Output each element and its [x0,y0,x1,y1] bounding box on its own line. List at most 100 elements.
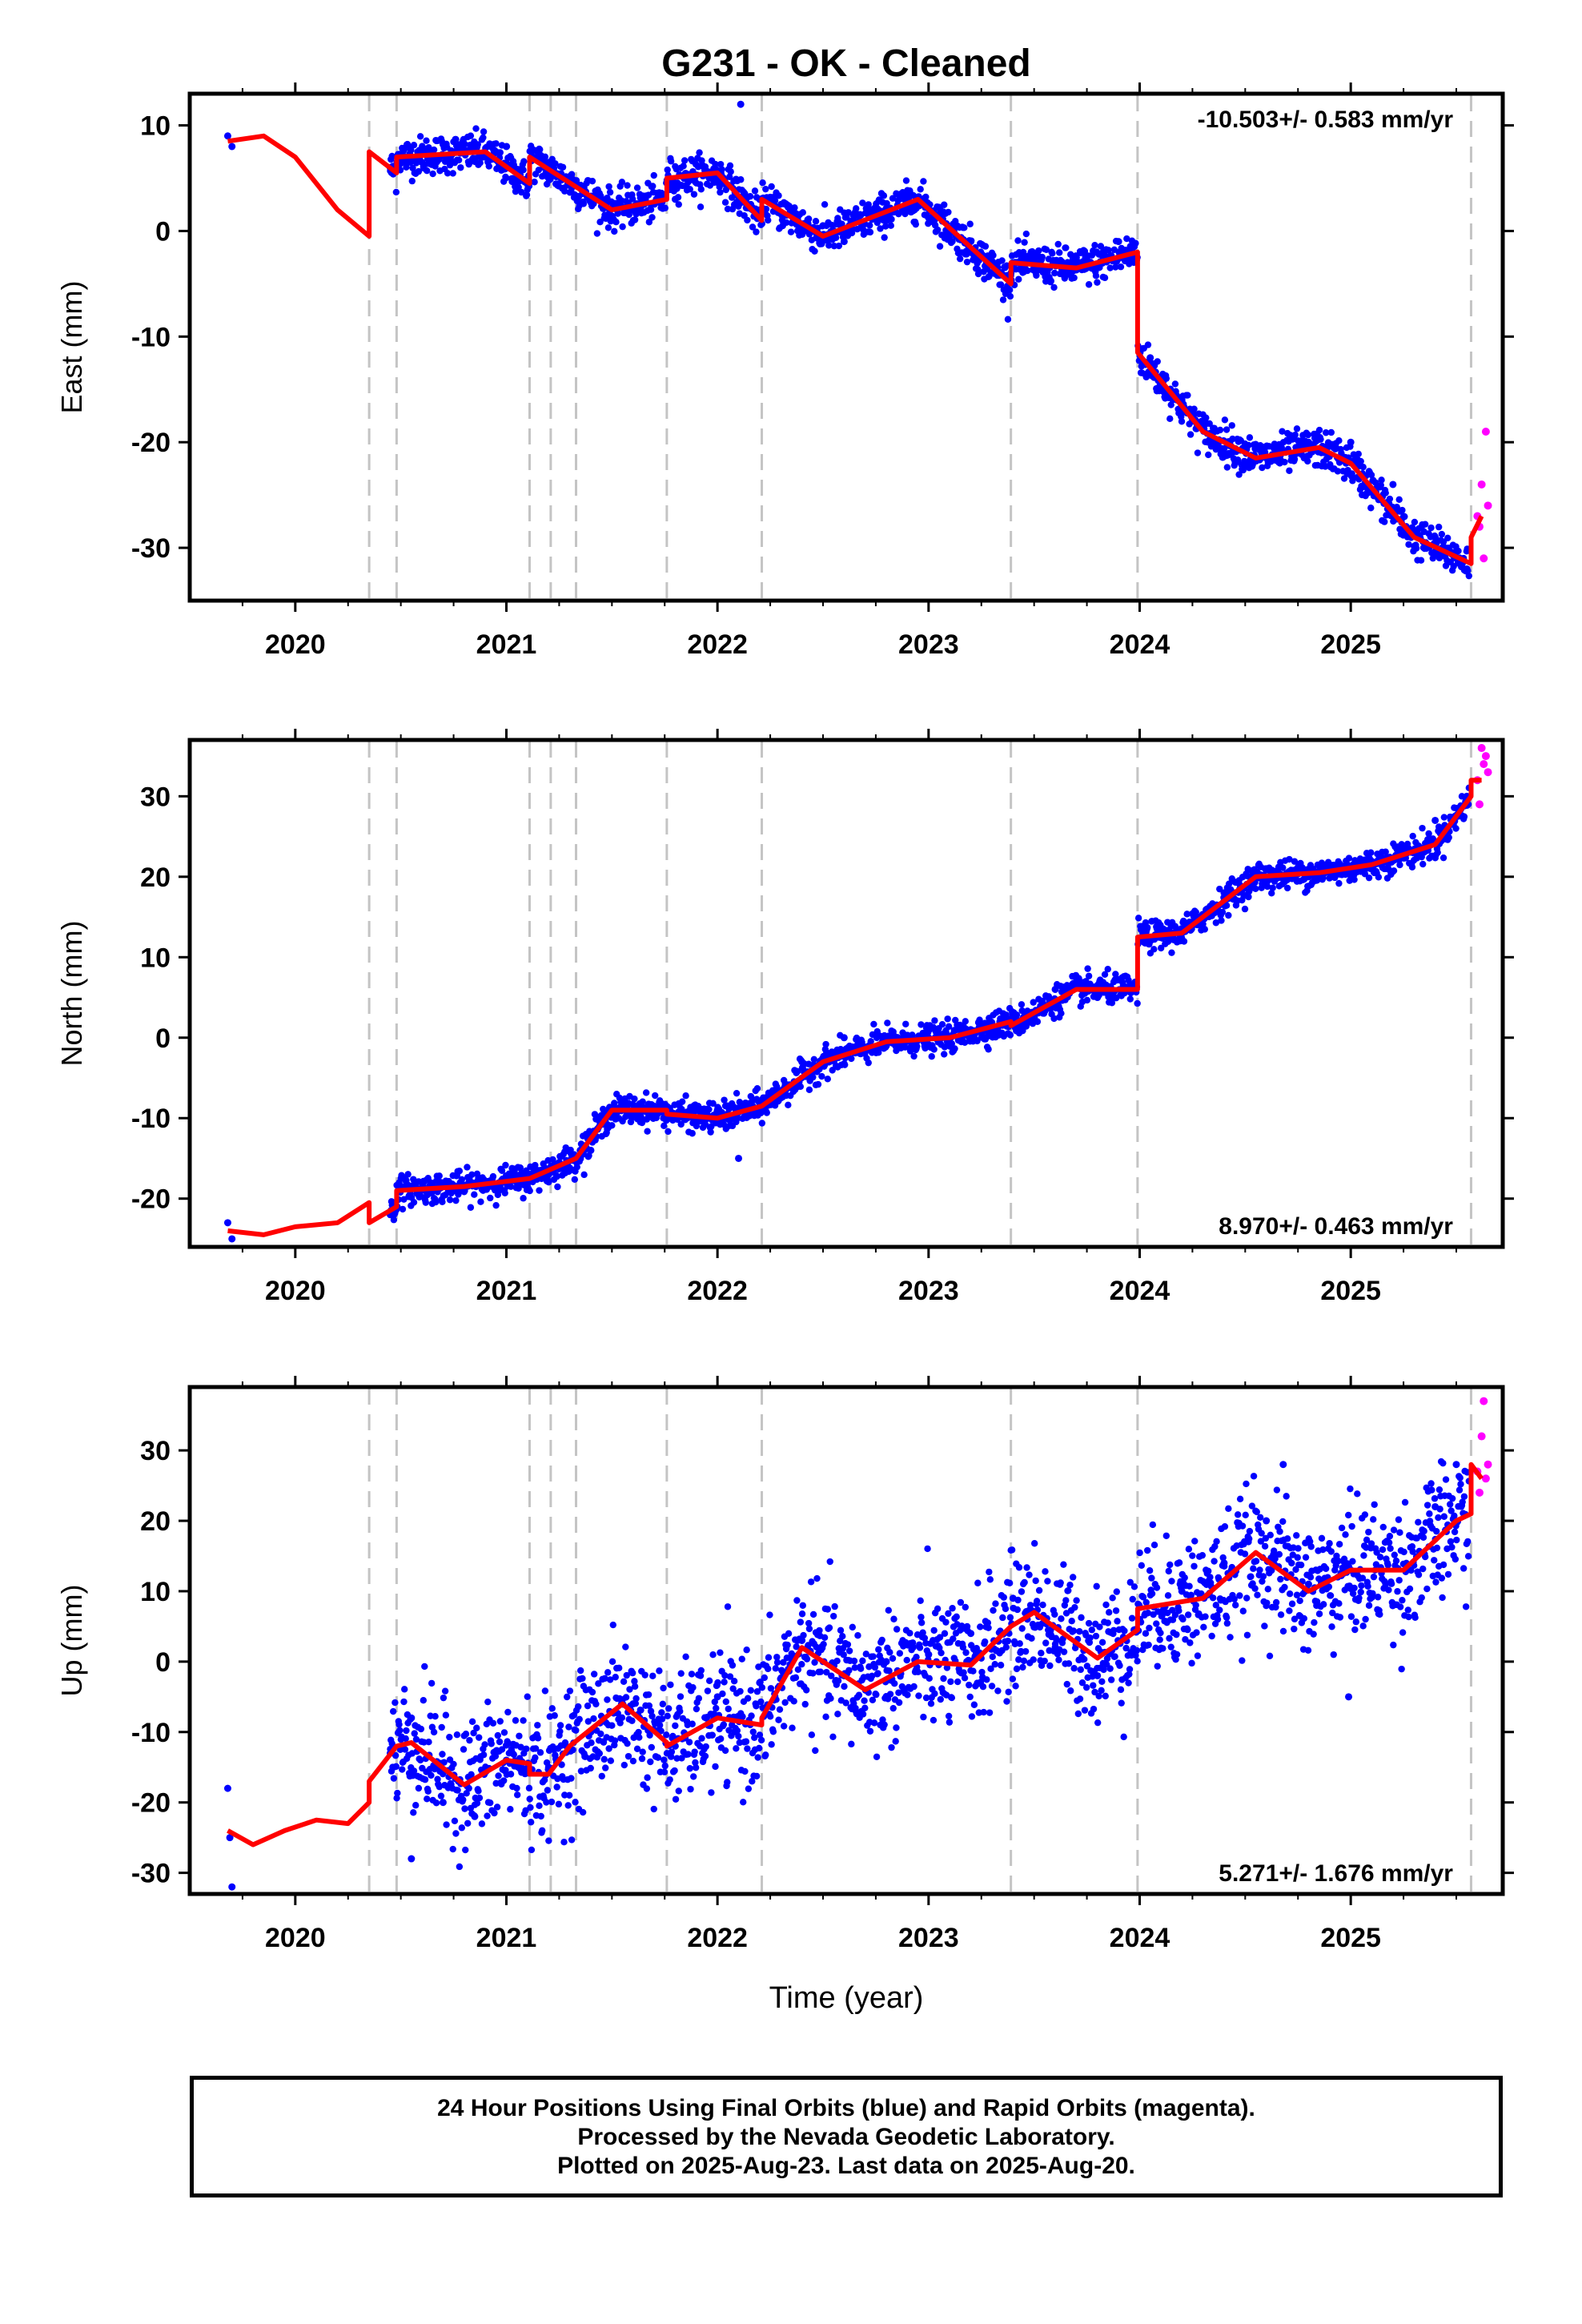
final-orbit-point [1381,518,1388,525]
final-orbit-point [884,1019,891,1027]
final-orbit-point [902,177,910,184]
final-orbit-point [1022,230,1030,238]
final-orbit-point [841,1683,848,1691]
final-orbit-point [480,134,487,142]
final-orbit-point [759,179,766,187]
final-orbit-point [515,183,522,191]
final-orbit-point [944,1015,951,1023]
final-orbit-point [735,1732,742,1740]
final-orbit-point [590,1671,598,1678]
final-orbit-point [909,1643,917,1651]
final-orbit-point [812,218,820,225]
final-orbit-point [986,1709,994,1716]
final-orbit-point [1347,438,1355,446]
final-orbit-point [439,1751,446,1758]
final-orbit-point [556,1722,564,1729]
final-orbit-point [790,1698,797,1705]
final-orbit-point [539,1827,546,1834]
final-orbit-point [912,220,919,228]
final-orbit-point [1438,530,1446,538]
final-orbit-point [504,1708,512,1716]
final-orbit-point [866,228,874,236]
final-orbit-point [1003,1698,1010,1705]
final-orbit-point [1006,1614,1014,1621]
final-orbit-point [697,186,705,193]
final-orbit-point [1390,867,1398,875]
final-orbit-point [554,1183,561,1191]
final-orbit-point [1286,467,1293,474]
final-orbit-point [708,1789,715,1796]
final-orbit-point [870,1020,877,1028]
final-orbit-point [1431,533,1439,541]
final-orbit-point [1023,1564,1030,1571]
final-orbit-point [1012,1683,1019,1690]
final-orbit-point [1419,824,1426,832]
x-tick-label: 2020 [265,629,326,660]
final-orbit-point [631,1095,638,1103]
final-orbit-point [454,1787,461,1794]
final-orbit-point [528,1846,536,1854]
final-orbit-point [559,163,567,171]
final-orbit-point [579,1808,587,1816]
final-orbit-point [687,1785,694,1793]
rapid-orbit-point [1481,428,1490,436]
final-orbit-point [432,1799,440,1807]
final-orbit-point [1013,1665,1021,1673]
final-orbit-point [1377,481,1385,489]
final-orbit-point [1050,283,1058,292]
final-orbit-point [745,1785,753,1792]
final-orbit-point [536,1749,544,1756]
final-orbit-point [915,1692,922,1699]
final-orbit-point [548,1798,556,1806]
final-orbit-point [451,1817,459,1825]
final-orbit-point [941,1051,948,1058]
final-orbit-point [982,243,990,250]
final-orbit-point [888,1743,895,1751]
final-orbit-point [1058,1010,1065,1017]
final-orbit-point [661,1756,668,1763]
final-orbit-point [568,1775,575,1782]
final-orbit-point [950,1635,957,1642]
velocity-annotation: 8.970+/- 0.463 mm/yr [1219,1213,1453,1240]
final-orbit-point [489,1719,497,1727]
final-orbit-point [721,1096,728,1104]
final-orbit-point [878,1636,885,1644]
final-orbit-point [1000,1594,1008,1601]
final-orbit-point [467,132,475,139]
final-orbit-point [805,215,813,223]
final-orbit-point [850,1657,858,1665]
final-orbit-point [1038,253,1046,261]
final-orbit-point [1072,253,1080,261]
final-orbit-point [656,1667,663,1675]
final-orbit-point [881,1721,888,1728]
final-orbit-point [1085,281,1093,288]
final-orbit-point [410,142,418,149]
final-orbit-point [753,1085,761,1092]
final-orbit-point [721,1679,728,1686]
final-orbit-point [817,1668,825,1675]
final-orbit-point [1018,1625,1026,1632]
final-orbit-point [686,186,693,193]
final-orbit-point [988,1683,996,1690]
final-orbit-point [999,296,1007,304]
final-orbit-point [726,162,734,170]
final-orbit-point [456,1167,464,1175]
final-orbit-point [980,1708,987,1716]
final-orbit-point [1417,557,1425,564]
final-orbit-point [910,1052,917,1060]
final-orbit-point [553,1172,560,1180]
final-orbit-point [979,1683,987,1691]
y-tick-label: -10 [131,1104,171,1134]
final-orbit-point [628,1717,636,1724]
final-orbit-point [926,1675,933,1683]
final-orbit-point [596,1750,604,1757]
final-orbit-point [953,1613,960,1621]
final-orbit-point [853,205,860,212]
final-orbit-point [430,1728,438,1736]
final-orbit-point [473,1724,480,1731]
final-orbit-point [1006,292,1014,300]
final-orbit-point [1042,246,1050,253]
final-orbit-point [455,156,463,164]
final-orbit-point [930,1716,938,1724]
final-orbit-point [948,1694,956,1702]
